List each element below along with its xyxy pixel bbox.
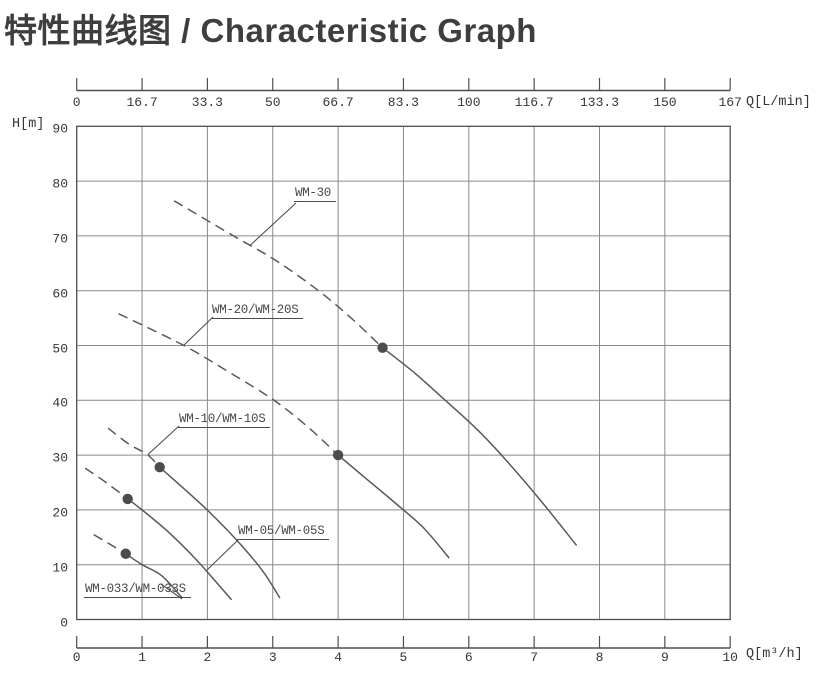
top-axis-tick-label: 50 <box>264 95 281 110</box>
curve-dashed-WM-033/WM-033S <box>93 533 127 555</box>
bottom-axis-title: Q[m³/h] <box>746 647 803 662</box>
label-leader-line <box>206 539 239 571</box>
curve-solid-WM-30 <box>382 347 578 546</box>
y-axis-tick-label: 50 <box>52 341 68 356</box>
y-axis-title: H[m] <box>12 117 45 132</box>
curve-label-wm-05: WM-05/WM-05S <box>237 524 330 540</box>
y-axis-tick-label: 90 <box>52 121 68 137</box>
bottom-axis-tick-label: 4 <box>334 650 342 665</box>
label-leader-line <box>249 202 297 246</box>
bottom-axis-tick-label: 3 <box>268 650 277 665</box>
bottom-axis-tick-label: 6 <box>464 650 473 665</box>
bottom-axis-tick-label: 2 <box>203 650 212 665</box>
y-axis-tick-label: 0 <box>60 615 68 630</box>
y-axis-tick-label: 20 <box>52 505 68 521</box>
curve-solid-WM-05/WM-05S <box>127 498 233 601</box>
label-leader-line <box>147 425 180 455</box>
duty-point-dot <box>377 342 388 353</box>
curve-label-wm-30: WM-30 <box>294 186 337 202</box>
top-axis-tick-label: 133.3 <box>579 95 620 110</box>
curve-label-wm-10: WM-10/WM-10S <box>178 412 271 428</box>
curve-dashed-WM-30 <box>173 200 384 349</box>
top-axis-tick-label: 116.7 <box>514 95 554 110</box>
curve-dashed-WM-05/WM-05S <box>84 467 129 500</box>
bottom-axis-tick-label: 8 <box>595 650 604 665</box>
curve-dashed-WM-20/WM-20S <box>118 313 339 456</box>
top-axis-tick-label: 167 <box>718 95 742 110</box>
bottom-axis-tick-label: 0 <box>72 650 81 665</box>
top-axis-tick-label: 0 <box>72 95 81 110</box>
top-axis-tick-label: 33.3 <box>191 95 223 110</box>
page-title: 特性曲线图 / Characteristic Graph <box>4 12 537 49</box>
bottom-axis-tick-label: 9 <box>660 650 669 665</box>
curve-label-wm-033: WM-033/WM-033S <box>84 582 191 598</box>
y-axis-tick-label: 10 <box>52 560 68 576</box>
duty-point-dot <box>154 461 165 473</box>
plot-frame <box>76 125 731 621</box>
bottom-axis-tick-label: 5 <box>399 650 408 665</box>
top-axis-title: Q[L/min] <box>746 95 811 110</box>
top-axis-tick-label: 150 <box>653 95 677 110</box>
top-axis-tick-label: 83.3 <box>387 95 419 110</box>
duty-point-dot <box>122 493 133 505</box>
duty-point-dot <box>332 449 344 461</box>
y-axis-tick-label: 40 <box>52 395 68 411</box>
curve-solid-WM-10/WM-10S <box>159 466 281 599</box>
curve-label-wm-20: WM-20/WM-20S <box>211 303 304 319</box>
label-leader-line <box>160 583 183 600</box>
y-axis-tick-label: 70 <box>52 231 68 247</box>
curve-solid-WM-20/WM-20S <box>337 454 450 559</box>
top-axis-tick-label: 66.7 <box>322 95 354 110</box>
bottom-axis-tick-label: 10 <box>722 650 738 665</box>
curve-dashed-WM-10/WM-10S <box>107 427 161 468</box>
top-axis-tick-label: 16.7 <box>126 95 158 110</box>
label-leader-line <box>183 316 214 346</box>
top-axis-tick-label: 100 <box>457 95 481 110</box>
duty-point-dot <box>120 548 131 559</box>
curve-solid-WM-033/WM-033S <box>125 553 183 599</box>
bottom-axis-tick-label: 1 <box>138 650 146 665</box>
bottom-axis-tick-label: 7 <box>530 650 538 665</box>
y-axis-tick-label: 60 <box>52 286 68 302</box>
y-axis-tick-label: 30 <box>52 450 68 466</box>
y-axis-tick-label: 80 <box>52 176 68 192</box>
